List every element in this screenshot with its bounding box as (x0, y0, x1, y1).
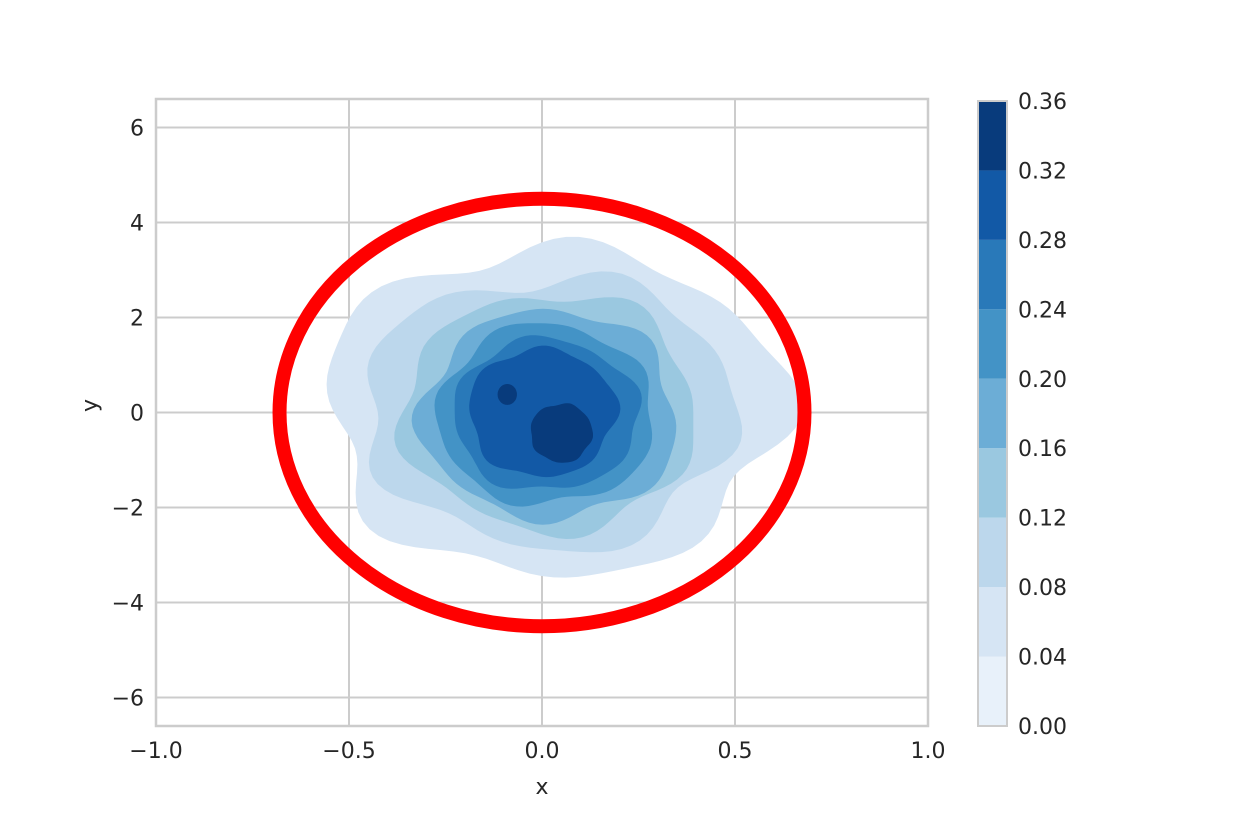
y-tick-label: −4 (112, 592, 144, 617)
colorbar-tick-label: 0.08 (1018, 576, 1067, 601)
x-axis-ticks: −1.0 −0.5 0.0 0.5 1.0 (129, 739, 945, 764)
x-tick-label: −1.0 (129, 739, 182, 764)
colorbar-segment (978, 309, 1007, 379)
axes-frame (154, 97, 930, 728)
y-tick-label: 0 (130, 402, 144, 427)
colorbar-frame (977, 100, 1008, 727)
colorbar-segment (978, 378, 1007, 449)
colorbar-segment (978, 101, 1007, 171)
colorbar-tick-label: 0.00 (1018, 715, 1067, 740)
colorbar-segment (978, 656, 1007, 726)
contour-level-0-32 (497, 384, 517, 405)
y-tick-label: 2 (130, 307, 144, 332)
x-tick-label: −0.5 (322, 739, 375, 764)
colorbar-tick-label: 0.28 (1018, 229, 1067, 254)
colorbar-tick-label: 0.20 (1018, 368, 1067, 393)
colorbar-segment (978, 587, 1007, 657)
colorbar-tick-label: 0.32 (1018, 159, 1067, 184)
colorbar-tick-label: 0.24 (1018, 298, 1067, 323)
x-tick-label: 0.5 (718, 739, 753, 764)
colorbar-segment (978, 517, 1007, 588)
x-tick-label: 1.0 (911, 739, 946, 764)
y-axis-label: y (78, 399, 103, 412)
ellipse-outline (272, 191, 812, 634)
y-tick-label: 6 (130, 117, 144, 142)
colorbar-tick-label: 0.36 (1018, 90, 1067, 115)
red-ellipse (272, 191, 812, 634)
colorbar: 0.00 0.04 0.08 0.12 0.16 0.20 0.24 0.28 0.32 0.36 (977, 90, 1067, 740)
contour-level-0-32 (530, 403, 593, 463)
y-axis-ticks: −6 −4 −2 0 2 4 6 (112, 117, 144, 712)
colorbar-segment (978, 448, 1007, 518)
colorbar-segment (978, 239, 1007, 310)
colorbar-tick-label: 0.12 (1018, 507, 1067, 532)
y-tick-label: 4 (130, 212, 144, 237)
colorbar-segment (978, 170, 1007, 240)
x-axis-label: x (535, 775, 548, 800)
density-contours (326, 236, 804, 578)
y-tick-label: −2 (112, 497, 144, 522)
y-tick-label: −6 (112, 687, 144, 712)
colorbar-tick-label: 0.16 (1018, 437, 1067, 462)
colorbar-tick-label: 0.04 (1018, 646, 1067, 671)
x-tick-label: 0.0 (525, 739, 560, 764)
